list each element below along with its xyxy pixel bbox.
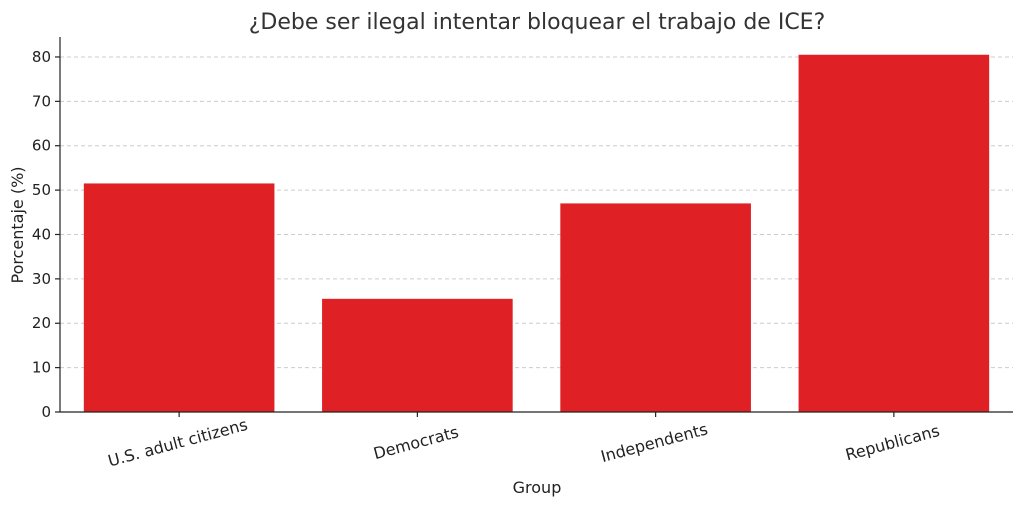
x-axis-ticks: U.S. adult citizens Democrats Independents… [106, 412, 942, 470]
bar [560, 203, 751, 412]
y-tick-label: 20 [32, 314, 51, 332]
x-tick-label: Independents [599, 419, 710, 466]
bars [83, 54, 990, 413]
y-tick-label: 0 [41, 403, 51, 421]
y-tick-label: 70 [32, 92, 51, 110]
y-tick-label: 50 [32, 181, 51, 199]
y-tick-label: 30 [32, 270, 51, 288]
x-tick-label: U.S. adult citizens [106, 415, 250, 471]
y-tick-label: 10 [32, 359, 51, 377]
y-tick-label: 60 [32, 137, 51, 155]
bar [798, 54, 990, 413]
y-tick-label: 80 [32, 48, 51, 66]
x-tick-label: Republicans [843, 421, 941, 464]
y-axis-ticks: 0 10 20 30 40 50 60 70 80 [32, 48, 60, 421]
x-axis-label: Group [513, 478, 562, 497]
bar [322, 298, 513, 412]
bar [83, 183, 275, 412]
x-tick-label: Democrats [371, 422, 460, 463]
y-tick-label: 40 [32, 225, 51, 243]
y-axis-label: Porcentaje (%) [8, 166, 27, 283]
chart-title: ¿Debe ser ilegal intentar bloquear el tr… [249, 10, 826, 35]
